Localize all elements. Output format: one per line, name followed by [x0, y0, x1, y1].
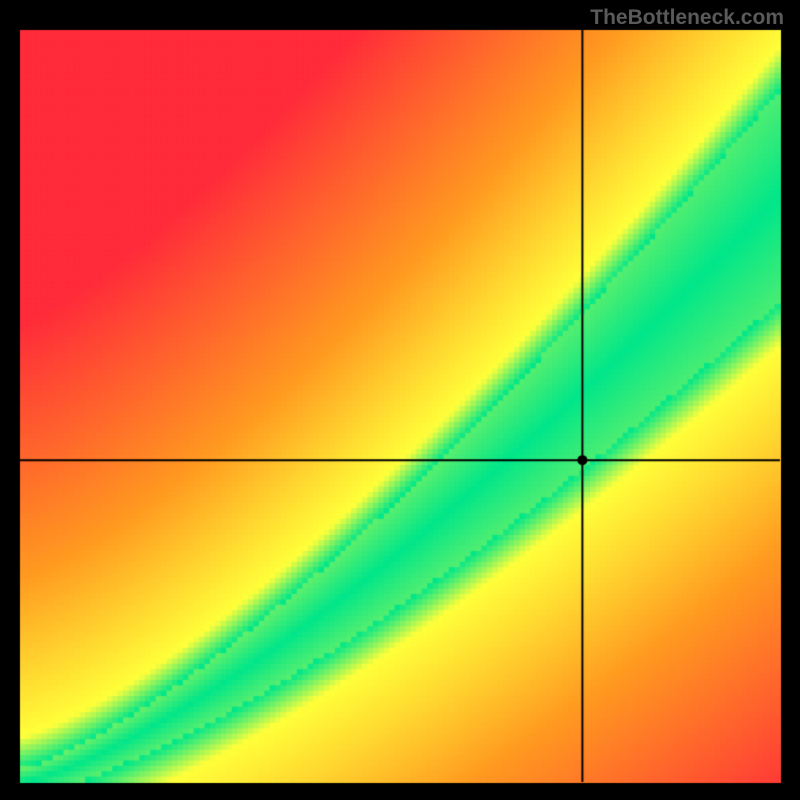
chart-container: TheBottleneck.com: [0, 0, 800, 800]
attribution-label: TheBottleneck.com: [590, 6, 784, 30]
bottleneck-heatmap: [0, 0, 800, 800]
